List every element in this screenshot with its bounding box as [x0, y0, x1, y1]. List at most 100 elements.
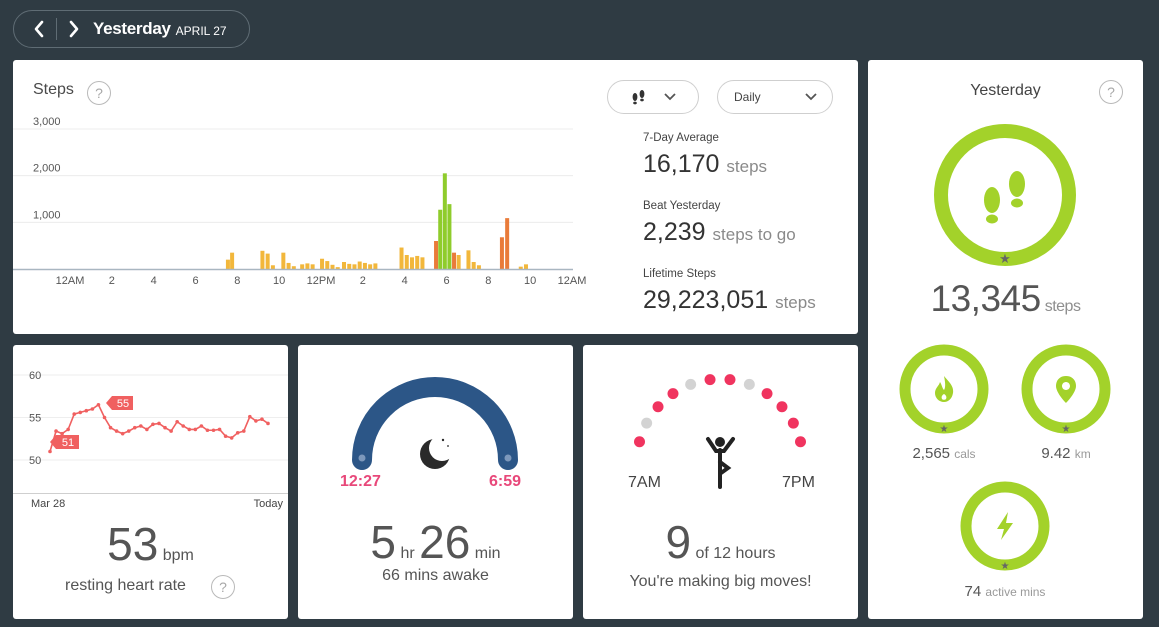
heart-rate-point — [84, 408, 89, 413]
stat-number: 29,223,051 — [643, 286, 769, 314]
heart-rate-point — [169, 429, 173, 433]
x-tick-label: 2 — [360, 275, 366, 287]
calories-unit: cals — [954, 447, 976, 461]
step-bar — [447, 204, 452, 269]
step-bar — [456, 255, 461, 269]
active-minutes-value: 74 — [964, 583, 982, 600]
hourly-summary: 9 of 12 hours — [583, 515, 858, 569]
step-bar — [368, 264, 373, 269]
heart-rate-point — [181, 424, 186, 428]
heart-rate-point — [132, 425, 137, 430]
footprints-icon — [984, 171, 1025, 224]
nav-divider — [56, 18, 57, 40]
step-bar — [325, 261, 330, 269]
next-day-button[interactable] — [63, 17, 85, 41]
location-pin-icon — [1056, 376, 1076, 403]
step-bar — [347, 263, 352, 269]
hourly-of-text: of 12 hours — [695, 545, 776, 562]
x-start-label: Mar 28 — [31, 498, 65, 510]
step-bar — [300, 264, 305, 269]
x-tick-label: 4 — [402, 275, 408, 287]
hour-dot — [761, 388, 773, 400]
step-bar — [505, 218, 510, 269]
star-icon: ★ — [1001, 561, 1010, 572]
sleep-card[interactable]: 12:27 6:59 5 hr 26 min 66 mins awake — [298, 345, 573, 619]
step-bar — [476, 265, 481, 269]
steps-total: 13,345 steps — [868, 278, 1143, 320]
x-tick-label: 12AM — [56, 275, 85, 287]
heart-rate-point — [96, 402, 101, 407]
date-navigator: Yesterday APRIL 27 — [13, 10, 250, 48]
hour-dot — [787, 417, 799, 429]
stretching-person-icon — [706, 437, 735, 489]
max-tag — [106, 396, 133, 410]
step-bar — [281, 252, 286, 269]
calories-goal-ring[interactable]: ★ — [897, 342, 991, 436]
step-bar — [352, 264, 357, 269]
step-bar — [270, 265, 275, 269]
active-minutes-unit: active mins — [985, 585, 1046, 599]
heart-rate-card[interactable]: 60 55 50 Mar 28 Today 55 51 53 bpm resting hea… — [13, 345, 288, 619]
step-bar — [409, 257, 414, 269]
heart-rate-point — [60, 431, 64, 436]
steps-help-button[interactable]: ? — [87, 81, 111, 105]
hourly-activity-card[interactable]: 7AM 7PM 9 of 12 hours You're making big … — [583, 345, 858, 619]
heart-rate-point — [163, 425, 167, 430]
heart-rate-point — [66, 427, 70, 432]
heart-rate-unit: bpm — [162, 547, 194, 564]
x-end-label: Today — [254, 498, 284, 510]
sleep-arc — [352, 377, 518, 470]
heart-rate-point — [235, 431, 240, 435]
chevron-down-icon — [664, 93, 676, 101]
step-bar — [399, 247, 404, 269]
goals-help-button[interactable]: ? — [1099, 80, 1123, 104]
step-bar — [523, 264, 528, 269]
stat-lifetime-steps: Lifetime Steps 29,223,051 steps — [643, 268, 816, 315]
heart-rate-point — [157, 421, 161, 426]
heart-rate-point — [211, 428, 216, 433]
steps-card[interactable]: Steps ? 3,000 2,000 1,000 12AM 2 4 6 8 10 12PM 2 4 6… — [13, 60, 858, 334]
heart-rate-point — [48, 449, 52, 454]
period-dropdown-value: Daily — [734, 90, 761, 104]
x-tick-label: 12PM — [307, 275, 336, 287]
distance-value: 9.42 — [1041, 445, 1071, 462]
star-icon: ★ — [999, 252, 1011, 267]
heart-rate-point — [139, 424, 143, 428]
heart-rate-help-button[interactable]: ? — [211, 575, 235, 599]
hourly-message: You're making big moves! — [629, 573, 812, 590]
daily-goals-card[interactable]: Yesterday ? ★ 13,345 steps ★ 2,565 cals ★… — [868, 60, 1143, 619]
hour-dot — [667, 388, 679, 400]
min-tag-label: 51 — [62, 437, 74, 449]
heart-rate-point — [187, 427, 192, 432]
moon-icon — [420, 435, 455, 469]
x-tick-label: 12AM — [558, 275, 587, 287]
heart-rate-point — [254, 419, 258, 423]
stat-value: 29,223,051 steps — [643, 286, 816, 315]
x-tick-label: 6 — [443, 275, 449, 287]
activity-type-dropdown[interactable] — [607, 80, 699, 114]
step-bar — [452, 252, 457, 269]
step-bar — [438, 209, 443, 269]
heart-rate-point — [78, 410, 83, 415]
distance-stat: 9.42 km — [1008, 445, 1124, 462]
step-bar — [434, 241, 439, 269]
x-tick-label: 10 — [273, 275, 285, 287]
x-tick-label: 4 — [151, 275, 157, 287]
hour-dot — [743, 378, 755, 390]
steps-goal-ring[interactable]: ★ — [930, 120, 1080, 270]
step-bar — [265, 253, 270, 269]
heart-rate-point — [217, 427, 222, 432]
active-minutes-goal-ring[interactable]: ★ — [958, 479, 1052, 573]
step-bar — [320, 258, 325, 269]
distance-goal-ring[interactable]: ★ — [1019, 342, 1113, 436]
calories-value: 2,565 — [912, 445, 951, 462]
heart-rate-point — [260, 417, 264, 421]
heart-rate-label: resting heart rate — [65, 577, 186, 594]
step-bar — [286, 262, 291, 269]
heart-rate-point — [108, 425, 113, 430]
steps-total-value: 13,345 — [930, 278, 1042, 319]
star-icon: ★ — [1062, 424, 1071, 435]
period-dropdown[interactable]: Daily — [717, 80, 833, 114]
calories-stat: 2,565 cals — [886, 445, 1002, 462]
previous-day-button[interactable] — [28, 17, 50, 41]
